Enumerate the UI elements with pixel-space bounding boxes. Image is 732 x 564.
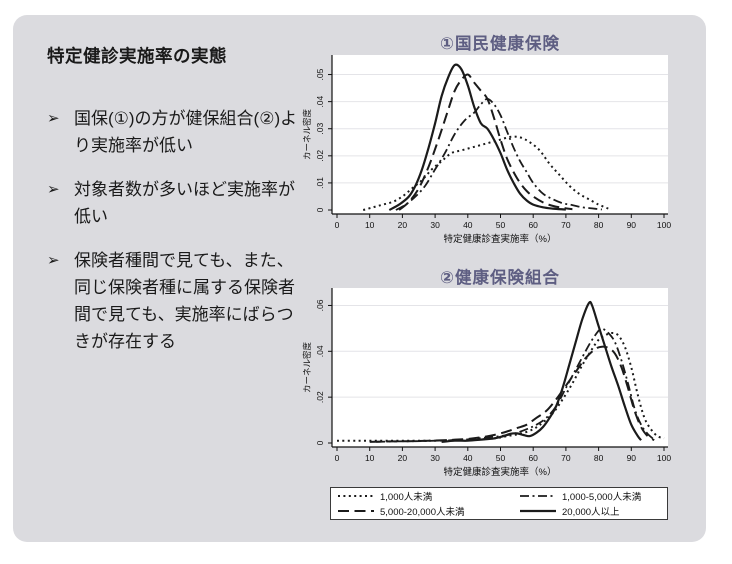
y-tick-label: .05 [315, 68, 325, 80]
y-tick-label: .01 [315, 177, 325, 189]
x-tick-label: 30 [430, 453, 440, 463]
y-axis-label: カーネル密度 [302, 109, 312, 161]
slide-heading: 特定健診実施率の実態 [47, 46, 227, 66]
bullet-list: ➢ 国保(①)の方が健保組合(②)より実施率が低い ➢ 対象者数が多いほど実施率… [47, 105, 299, 372]
x-tick-label: 100 [657, 220, 671, 230]
y-tick-label: .02 [315, 150, 325, 162]
legend-dashdot-line-sample [520, 495, 556, 497]
chart-national-health-insurance: ①国民健康保険 0 10 20 30 40 50 60 70 80 90 100 0 .01 .02 .03.… [302, 33, 671, 245]
y-tick-label: .03 [315, 123, 325, 135]
x-tick-label: 20 [398, 453, 408, 463]
bullet-item: ➢ 対象者数が多いほど実施率が低い [47, 176, 299, 230]
x-tick-label: 90 [627, 220, 637, 230]
legend-box: 1,000人未満 1,000-5,000人未満 5,000-20,000人未満 … [330, 487, 668, 520]
legend-longdash-line-sample [338, 510, 374, 512]
legend-label: 20,000人以上 [562, 507, 620, 518]
x-tick-label: 10 [365, 453, 375, 463]
x-tick-label: 40 [463, 453, 473, 463]
x-axis-label: 特定健康診査実施率（%） [444, 466, 557, 478]
x-tick-label: 50 [496, 453, 506, 463]
bullet-item: ➢ 国保(①)の方が健保組合(②)より実施率が低い [47, 105, 299, 159]
density-curve-solid [441, 300, 642, 443]
legend-solid-line-sample [520, 509, 556, 513]
x-tick-label: 0 [335, 453, 340, 463]
legend-item: 1,000人未満 [337, 489, 519, 503]
legend-label: 1,000人未満 [380, 492, 433, 503]
y-tick-label: .02 [315, 391, 325, 403]
density-curve-longdash [398, 73, 573, 211]
x-tick-label: 60 [528, 220, 538, 230]
x-tick-label: 90 [627, 453, 637, 463]
slide-card: 特定健診実施率の実態 ➢ 国保(①)の方が健保組合(②)より実施率が低い ➢ 対… [13, 15, 706, 542]
x-tick-label: 80 [594, 220, 604, 230]
y-tick-label: .06 [315, 299, 325, 311]
legend-label: 1,000-5,000人未満 [562, 492, 642, 503]
x-tick-label: 0 [335, 220, 340, 230]
y-tick-label: .04 [315, 345, 325, 357]
bullet-text: 国保(①)の方が健保組合(②)より実施率が低い [74, 109, 298, 155]
chart-title: ②健康保険組合 [440, 267, 560, 287]
bullet-text: 対象者数が多いほど実施率が低い [74, 180, 295, 226]
chart-title: ①国民健康保険 [440, 33, 560, 53]
x-tick-label: 10 [365, 220, 375, 230]
plot-area [332, 288, 668, 447]
x-tick-label: 20 [398, 220, 408, 230]
bullet-text: 保険者種間で見ても、また、同じ保険者種に属する保険者間で見ても、実施率にばらつき… [74, 251, 295, 351]
y-tick-label: 0 [315, 440, 325, 445]
plot-area [332, 55, 668, 214]
x-tick-label: 100 [657, 453, 671, 463]
y-tick-label: .04 [315, 95, 325, 107]
x-tick-label: 50 [496, 220, 506, 230]
x-tick-label: 70 [561, 453, 571, 463]
bullet-arrow-icon: ➢ [47, 181, 60, 198]
legend-item: 5,000-20,000人未満 [337, 504, 519, 518]
bullet-arrow-icon: ➢ [47, 252, 60, 269]
legend-label: 5,000-20,000人未満 [380, 507, 465, 518]
x-tick-label: 40 [463, 220, 473, 230]
bullet-arrow-icon: ➢ [47, 110, 60, 127]
legend-item: 1,000-5,000人未満 [519, 489, 661, 503]
legend-item: 20,000人以上 [519, 504, 661, 518]
density-curve-solid [388, 63, 566, 211]
x-tick-label: 70 [561, 220, 571, 230]
x-axis-label: 特定健康診査実施率（%） [444, 233, 557, 245]
bullet-item: ➢ 保険者種間で見ても、また、同じ保険者種に属する保険者間で見ても、実施率にばら… [47, 247, 299, 355]
left-text-panel: 特定健診実施率の実態 ➢ 国保(①)の方が健保組合(②)より実施率が低い ➢ 対… [47, 43, 299, 351]
density-curve-dashdot [395, 97, 603, 211]
x-tick-label: 30 [430, 220, 440, 230]
y-tick-label: 0 [315, 207, 325, 212]
x-tick-label: 80 [594, 453, 604, 463]
legend-dotted-line-sample [338, 495, 374, 497]
x-tick-label: 60 [528, 453, 538, 463]
chart-health-insurance-society: ②健康保険組合 0 10 20 30 40 50 60 70 80 90 100 0 .02 .04 .06 特… [302, 267, 671, 478]
y-axis-label: カーネル密度 [302, 342, 312, 394]
